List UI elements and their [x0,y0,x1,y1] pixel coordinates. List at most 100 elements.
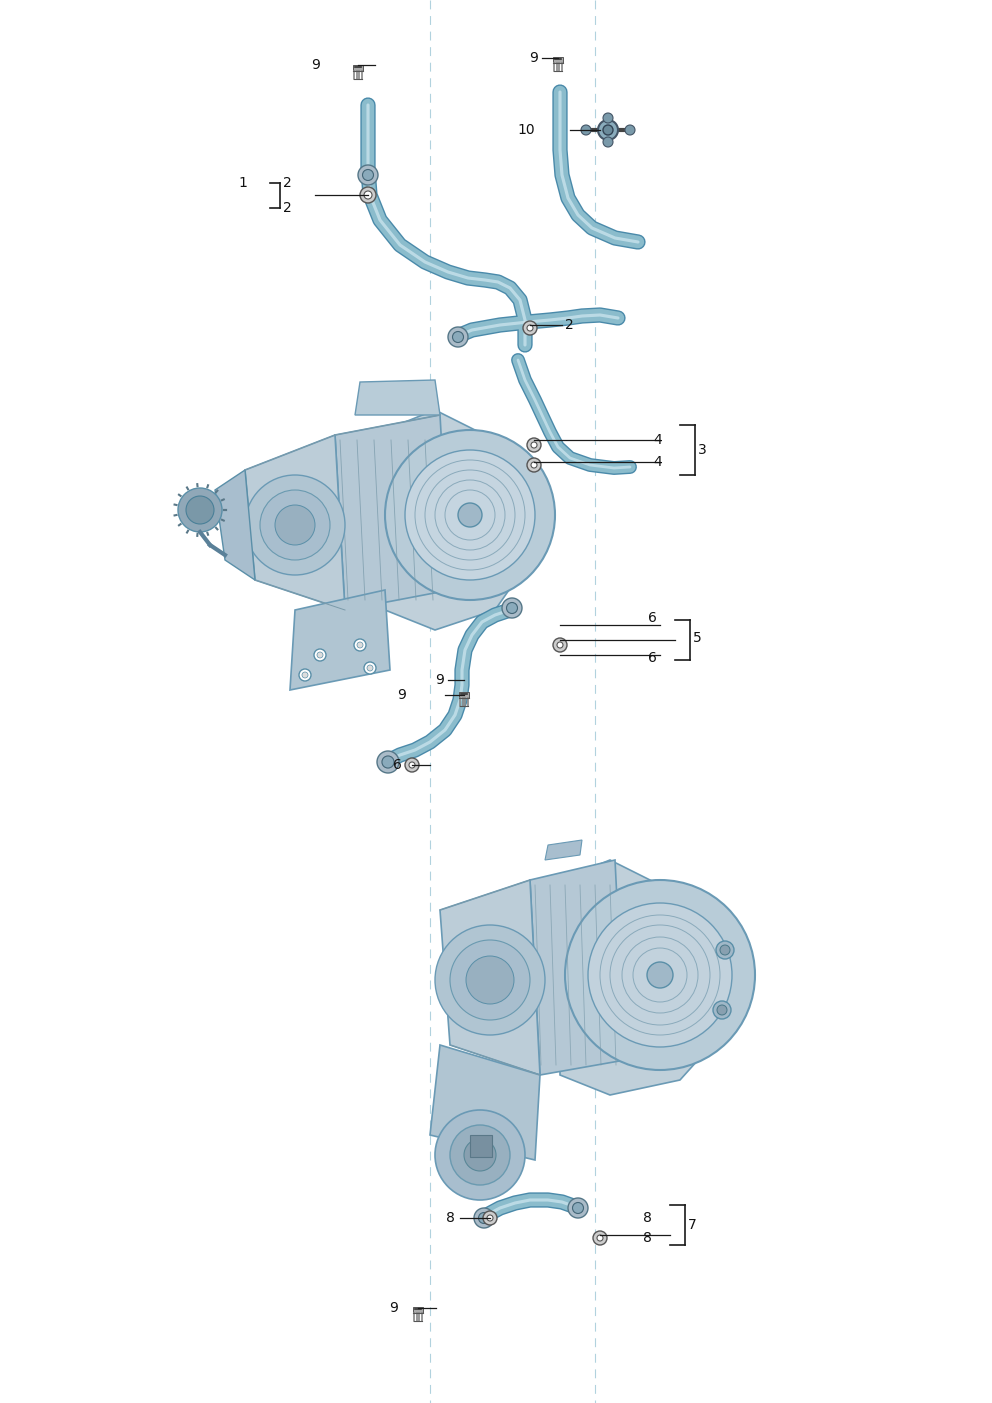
Circle shape [452,331,463,342]
Text: 6: 6 [648,651,657,665]
Circle shape [478,1212,489,1223]
Circle shape [603,125,613,135]
Circle shape [716,941,734,960]
Circle shape [713,1000,731,1019]
Text: 6: 6 [393,758,402,772]
Text: 8: 8 [643,1211,652,1225]
Circle shape [245,476,345,575]
Circle shape [405,758,419,772]
Text: 8: 8 [643,1230,652,1244]
Circle shape [364,662,376,673]
Circle shape [362,170,374,181]
Circle shape [360,187,376,203]
Circle shape [568,1198,588,1218]
Circle shape [527,457,541,471]
Text: 9: 9 [311,58,320,72]
Circle shape [435,925,545,1035]
Polygon shape [545,840,582,860]
Circle shape [364,191,372,199]
Circle shape [487,1215,493,1221]
Polygon shape [430,1045,540,1160]
Text: 2: 2 [565,318,573,333]
Circle shape [502,598,522,617]
Circle shape [466,955,514,1005]
Text: 4: 4 [654,455,662,469]
Circle shape [531,462,537,469]
Circle shape [588,904,732,1047]
Circle shape [597,1235,603,1242]
Circle shape [302,672,308,678]
Circle shape [275,505,315,544]
Polygon shape [440,880,540,1075]
Circle shape [603,137,613,147]
Polygon shape [353,65,363,72]
Circle shape [717,1005,727,1014]
Polygon shape [290,591,390,690]
Circle shape [186,497,214,523]
Polygon shape [470,1135,492,1157]
Circle shape [483,1211,497,1225]
Circle shape [458,504,482,528]
Circle shape [572,1202,583,1214]
Text: 4: 4 [654,434,662,448]
Circle shape [507,602,518,613]
Text: 9: 9 [397,687,406,702]
Polygon shape [553,58,563,63]
Circle shape [317,652,323,658]
Circle shape [531,442,537,448]
Polygon shape [560,860,730,1094]
Circle shape [647,962,673,988]
Text: 2: 2 [283,175,292,189]
Text: 9: 9 [435,673,444,687]
Circle shape [474,1208,494,1228]
Circle shape [358,166,378,185]
Circle shape [553,638,567,652]
Text: 6: 6 [648,610,657,624]
Circle shape [435,1110,525,1200]
Circle shape [377,751,399,773]
Text: 3: 3 [698,443,706,457]
Circle shape [581,125,591,135]
Circle shape [565,880,755,1070]
Circle shape [625,125,635,135]
Circle shape [598,121,618,140]
Circle shape [260,490,330,560]
Polygon shape [459,692,469,699]
Text: 7: 7 [688,1218,696,1232]
Polygon shape [413,1308,423,1313]
Circle shape [178,488,222,532]
Circle shape [464,1139,496,1172]
Text: 8: 8 [446,1211,455,1225]
Circle shape [385,429,555,600]
Circle shape [557,643,563,648]
Circle shape [314,650,326,661]
Text: 2: 2 [283,201,292,215]
Text: 5: 5 [693,631,701,645]
Polygon shape [530,860,625,1075]
Polygon shape [355,380,440,415]
Circle shape [405,450,535,579]
Circle shape [603,114,613,123]
Circle shape [409,762,415,767]
Circle shape [357,643,363,648]
Text: 10: 10 [518,123,535,137]
Circle shape [593,1230,607,1244]
Polygon shape [335,415,450,610]
Circle shape [720,946,730,955]
Polygon shape [215,470,255,579]
Text: 9: 9 [529,51,538,65]
Circle shape [450,940,530,1020]
Circle shape [450,1125,510,1186]
Text: 1: 1 [238,175,247,189]
Circle shape [299,669,311,680]
Circle shape [367,665,373,671]
Circle shape [527,325,533,331]
Circle shape [448,327,468,347]
Circle shape [382,756,394,767]
Circle shape [354,638,366,651]
Polygon shape [385,410,530,630]
Polygon shape [245,435,345,610]
Circle shape [527,438,541,452]
Circle shape [523,321,537,335]
Text: 9: 9 [389,1301,398,1315]
